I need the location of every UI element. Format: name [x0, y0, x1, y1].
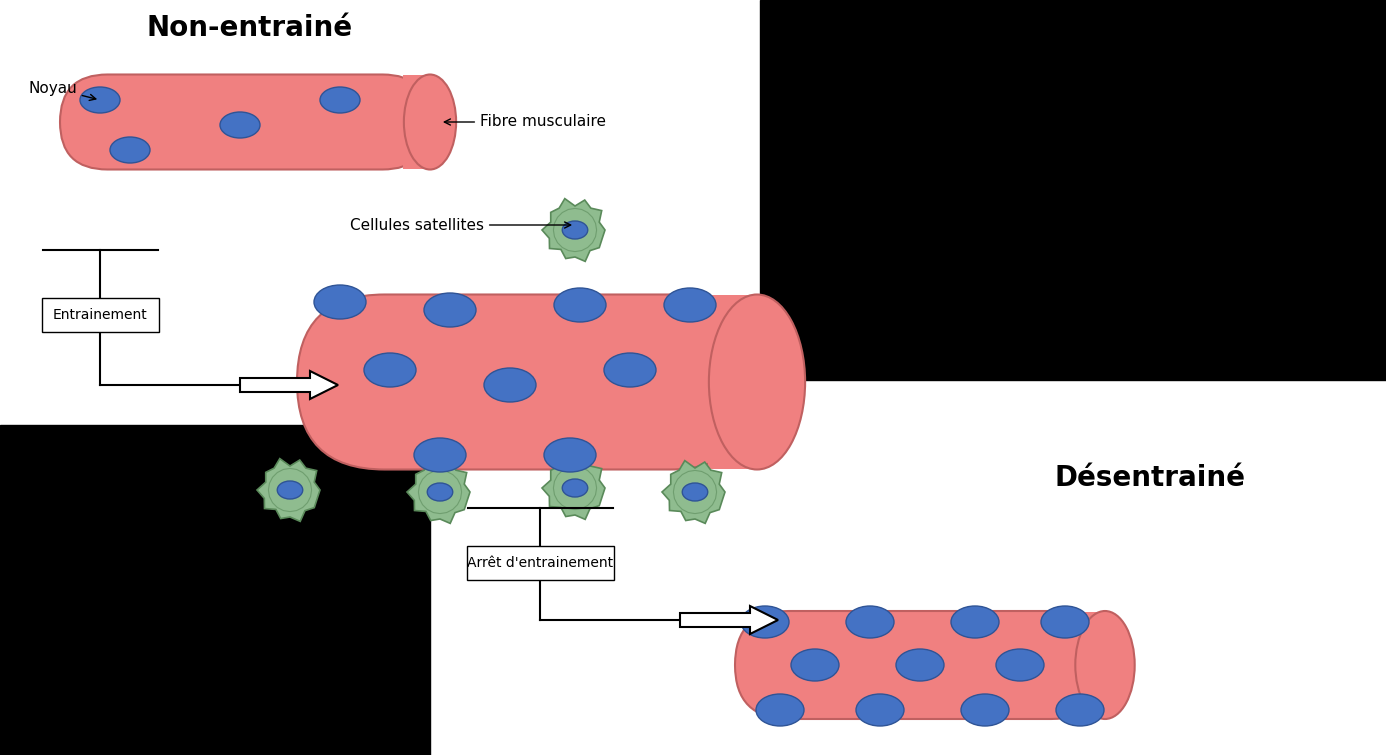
Bar: [760, 0, 1386, 380]
Text: Cellules satellites: Cellules satellites: [351, 217, 571, 233]
Ellipse shape: [277, 481, 302, 499]
Polygon shape: [542, 457, 606, 519]
Ellipse shape: [960, 694, 1009, 726]
Text: Non-entrainé: Non-entrainé: [147, 14, 353, 42]
Ellipse shape: [543, 438, 596, 472]
Bar: [0, 425, 430, 755]
Ellipse shape: [1076, 611, 1135, 719]
Ellipse shape: [563, 479, 588, 497]
Ellipse shape: [845, 606, 894, 638]
Text: Entrainement: Entrainement: [53, 308, 147, 322]
Polygon shape: [542, 199, 606, 261]
Ellipse shape: [414, 438, 466, 472]
Ellipse shape: [755, 694, 804, 726]
Text: Arrêt d'entrainement: Arrêt d'entrainement: [467, 556, 613, 570]
Ellipse shape: [1056, 694, 1105, 726]
Polygon shape: [674, 470, 717, 513]
Polygon shape: [269, 468, 312, 512]
Polygon shape: [553, 467, 596, 510]
Ellipse shape: [951, 606, 999, 638]
Ellipse shape: [554, 288, 606, 322]
FancyBboxPatch shape: [60, 75, 430, 170]
Bar: [1074, 612, 1105, 719]
Text: Fibre musculaire: Fibre musculaire: [445, 115, 606, 130]
Ellipse shape: [791, 649, 839, 681]
Polygon shape: [663, 461, 725, 523]
Ellipse shape: [80, 87, 121, 113]
Bar: [708, 295, 757, 469]
FancyArrow shape: [240, 371, 338, 399]
Ellipse shape: [997, 649, 1044, 681]
Bar: [403, 75, 430, 169]
Ellipse shape: [403, 75, 456, 170]
Text: Hypertrophie: Hypertrophie: [786, 255, 1013, 285]
Polygon shape: [553, 208, 596, 251]
Ellipse shape: [742, 606, 789, 638]
FancyArrow shape: [681, 606, 778, 634]
Ellipse shape: [220, 112, 261, 138]
Ellipse shape: [895, 649, 944, 681]
Ellipse shape: [604, 353, 656, 387]
Ellipse shape: [484, 368, 536, 402]
Ellipse shape: [682, 483, 708, 501]
Ellipse shape: [365, 353, 416, 387]
Ellipse shape: [708, 294, 805, 470]
Ellipse shape: [320, 87, 360, 113]
FancyBboxPatch shape: [297, 294, 757, 470]
Text: Noyau: Noyau: [28, 81, 96, 100]
Ellipse shape: [563, 221, 588, 239]
Polygon shape: [256, 458, 320, 522]
FancyBboxPatch shape: [467, 546, 614, 580]
Ellipse shape: [1041, 606, 1089, 638]
Ellipse shape: [109, 137, 150, 163]
Ellipse shape: [664, 288, 717, 322]
Ellipse shape: [424, 293, 475, 327]
Polygon shape: [407, 461, 470, 523]
Polygon shape: [419, 470, 462, 513]
FancyBboxPatch shape: [735, 611, 1105, 719]
Ellipse shape: [315, 285, 366, 319]
Text: Désentrainé: Désentrainé: [1055, 464, 1246, 492]
FancyBboxPatch shape: [42, 298, 158, 332]
Ellipse shape: [857, 694, 904, 726]
Ellipse shape: [427, 483, 453, 501]
